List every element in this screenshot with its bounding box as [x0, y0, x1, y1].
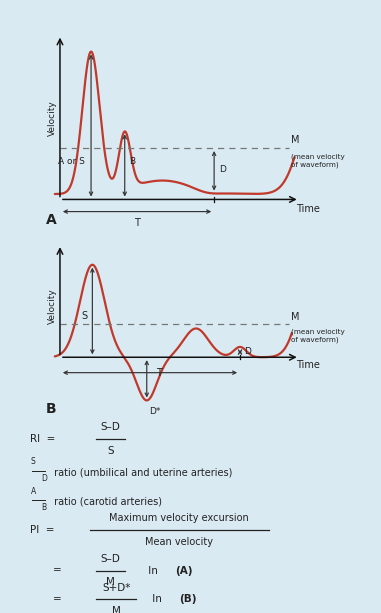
Text: In: In	[149, 595, 165, 604]
Text: D: D	[244, 346, 251, 356]
Text: (A): (A)	[175, 566, 193, 576]
Text: M: M	[106, 577, 115, 587]
Text: M: M	[291, 312, 299, 322]
Text: M: M	[291, 135, 299, 145]
Text: S: S	[81, 311, 87, 321]
Text: B: B	[129, 157, 135, 166]
Text: S+D*: S+D*	[102, 583, 130, 593]
Text: Mean velocity: Mean velocity	[145, 537, 213, 547]
Text: M: M	[112, 606, 121, 613]
Text: S: S	[107, 446, 114, 456]
Text: A or S: A or S	[58, 157, 85, 166]
Text: (mean velocity
of waveform): (mean velocity of waveform)	[291, 329, 344, 343]
Text: A: A	[46, 213, 57, 227]
Text: =: =	[53, 595, 62, 604]
Text: S–D: S–D	[101, 422, 120, 432]
Text: Time: Time	[296, 204, 320, 214]
Text: Time: Time	[296, 360, 320, 370]
Text: D*: D*	[149, 406, 161, 416]
Text: In: In	[145, 566, 161, 576]
Text: B: B	[41, 503, 46, 512]
Text: Velocity: Velocity	[48, 288, 57, 324]
Text: (mean velocity
of waveform): (mean velocity of waveform)	[291, 153, 344, 168]
Text: D: D	[219, 165, 226, 174]
Text: =: =	[53, 566, 62, 576]
Text: D: D	[41, 474, 47, 484]
Text: B: B	[46, 402, 57, 416]
Text: ratio (carotid arteries): ratio (carotid arteries)	[51, 496, 162, 506]
Text: Maximum velocity excursion: Maximum velocity excursion	[109, 512, 249, 523]
Text: (B): (B)	[179, 595, 197, 604]
Text: RI  =: RI =	[30, 434, 56, 444]
Text: PI  =: PI =	[30, 525, 55, 535]
Text: S: S	[30, 457, 35, 466]
Text: S–D: S–D	[101, 554, 120, 564]
Text: T: T	[156, 368, 162, 378]
Text: ratio (umbilical and uterine arteries): ratio (umbilical and uterine arteries)	[51, 467, 233, 477]
Text: Velocity: Velocity	[48, 101, 57, 136]
Text: T: T	[134, 218, 140, 229]
Text: A: A	[30, 487, 36, 495]
